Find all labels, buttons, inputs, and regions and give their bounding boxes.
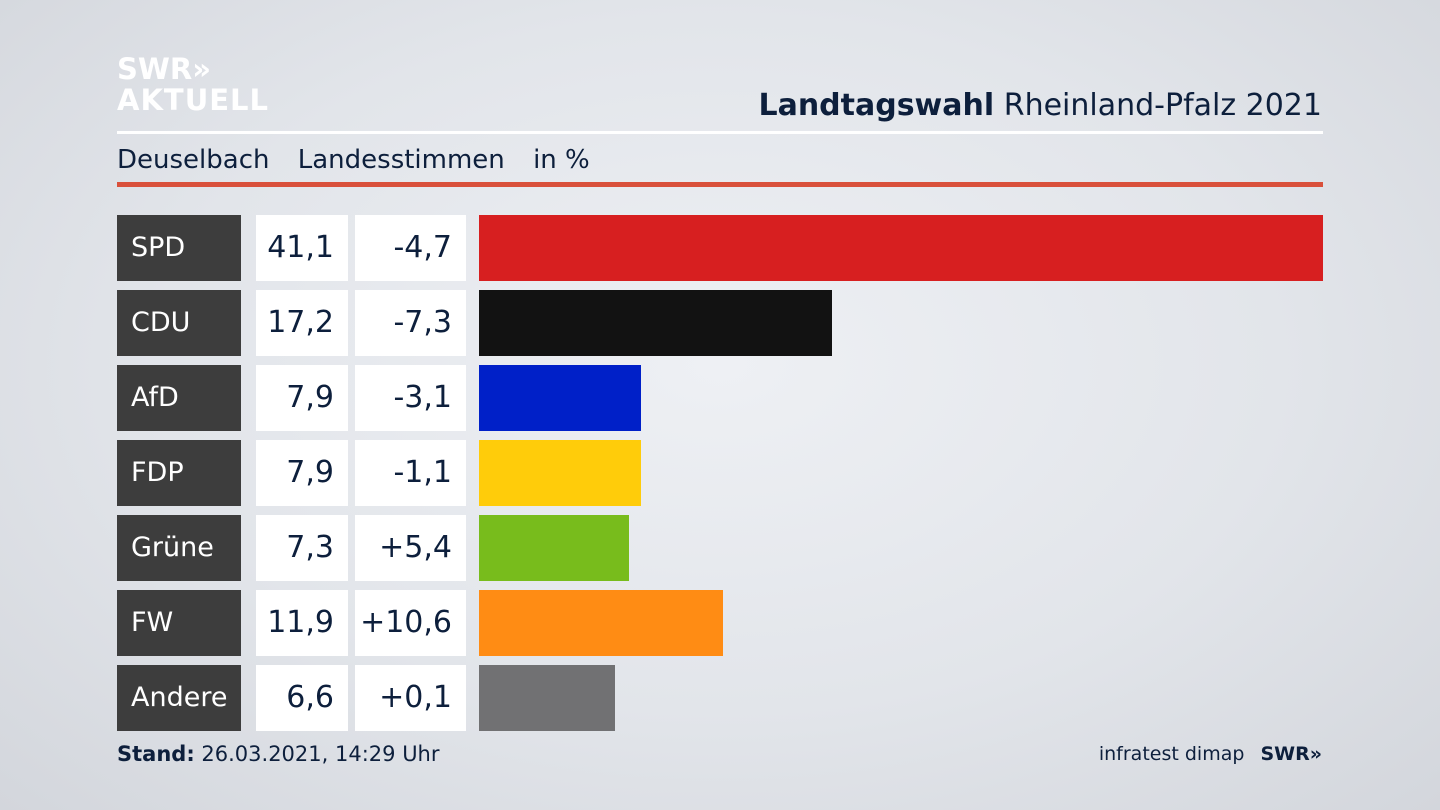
value-label: 11,9 — [256, 590, 348, 656]
diff-label: -7,3 — [355, 290, 466, 356]
source-credit: infratest dimap SWR» — [1099, 740, 1322, 768]
subtitle-place: Deuselbach — [117, 145, 270, 175]
subtitle-divider — [117, 182, 1323, 187]
diff-label: -3,1 — [355, 365, 466, 431]
value-label: 41,1 — [256, 215, 348, 281]
party-label: Grüne — [117, 515, 241, 581]
chart-title: Landtagswahl Rheinland-Pfalz 2021 — [758, 86, 1322, 126]
source-label: infratest dimap — [1098, 743, 1245, 765]
diff-label: +5,4 — [355, 515, 466, 581]
value-label: 7,9 — [256, 365, 348, 431]
value-label: 17,2 — [256, 290, 348, 356]
title-bold: Landtagswahl — [758, 88, 995, 123]
chart-subtitle: Deuselbach Landesstimmen in % — [117, 142, 610, 178]
timestamp: Stand: 26.03.2021, 14:29 Uhr — [117, 740, 440, 768]
swr-aktuell-logo: SWR» AKTUELL — [117, 54, 269, 116]
party-label: CDU — [117, 290, 241, 356]
value-label: 6,6 — [256, 665, 348, 731]
logo-line-2: AKTUELL — [117, 83, 270, 117]
title-rest: Rheinland-Pfalz 2021 — [1003, 88, 1322, 123]
party-label: FDP — [117, 440, 241, 506]
diff-label: -1,1 — [355, 440, 466, 506]
subtitle-unit: in % — [533, 145, 590, 175]
stand-value: 26.03.2021, 14:29 Uhr — [201, 742, 440, 766]
party-label: Andere — [117, 665, 241, 731]
value-label: 7,3 — [256, 515, 348, 581]
bar — [479, 365, 641, 431]
bar — [479, 665, 615, 731]
diff-label: -4,7 — [355, 215, 466, 281]
bar — [479, 290, 832, 356]
diff-label: +10,6 — [355, 590, 466, 656]
party-label: AfD — [117, 365, 241, 431]
party-label: SPD — [117, 215, 241, 281]
bar — [479, 440, 641, 506]
bar — [479, 590, 723, 656]
subtitle-type: Landesstimmen — [297, 145, 505, 175]
header-divider — [117, 131, 1323, 134]
logo-line-1: SWR» — [117, 52, 211, 86]
value-label: 7,9 — [256, 440, 348, 506]
swr-footer-logo: SWR» — [1260, 743, 1322, 765]
bar — [479, 215, 1323, 281]
bar — [479, 515, 629, 581]
stand-label: Stand: — [117, 742, 195, 766]
diff-label: +0,1 — [355, 665, 466, 731]
party-label: FW — [117, 590, 241, 656]
